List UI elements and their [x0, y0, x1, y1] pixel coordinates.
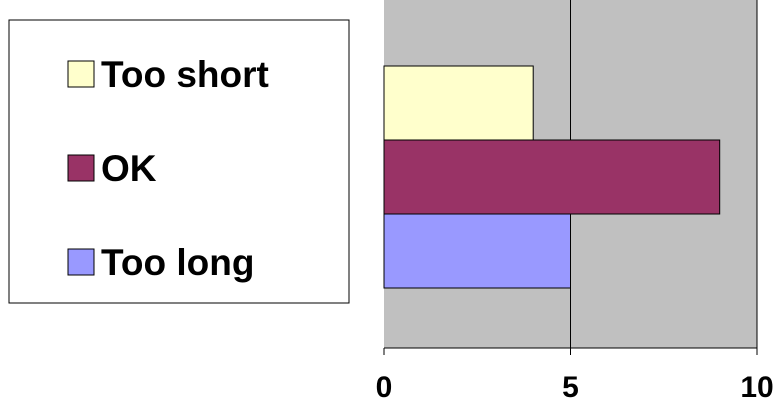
- legend-swatch: [67, 60, 95, 88]
- plot-area: 0 5 10: [376, 0, 774, 404]
- bar-too-short: [383, 65, 534, 141]
- legend-box: [8, 19, 350, 304]
- legend-item-ok: OK: [67, 148, 157, 189]
- legend-swatch: [67, 154, 95, 182]
- x-tick-label: 10: [740, 371, 773, 404]
- bar-too-long: [383, 213, 571, 289]
- legend-item-too-long: Too long: [67, 242, 254, 283]
- legend-label: Too long: [101, 242, 254, 283]
- legend-label: OK: [101, 148, 157, 189]
- x-tick-label: 5: [562, 371, 579, 404]
- legend-label: Too short: [101, 54, 269, 95]
- bar-ok: [383, 139, 721, 215]
- x-tick-label: 0: [376, 371, 393, 404]
- legend: Too short OK Too long: [8, 19, 350, 304]
- legend-item-too-short: Too short: [67, 54, 269, 95]
- legend-swatch: [67, 248, 95, 276]
